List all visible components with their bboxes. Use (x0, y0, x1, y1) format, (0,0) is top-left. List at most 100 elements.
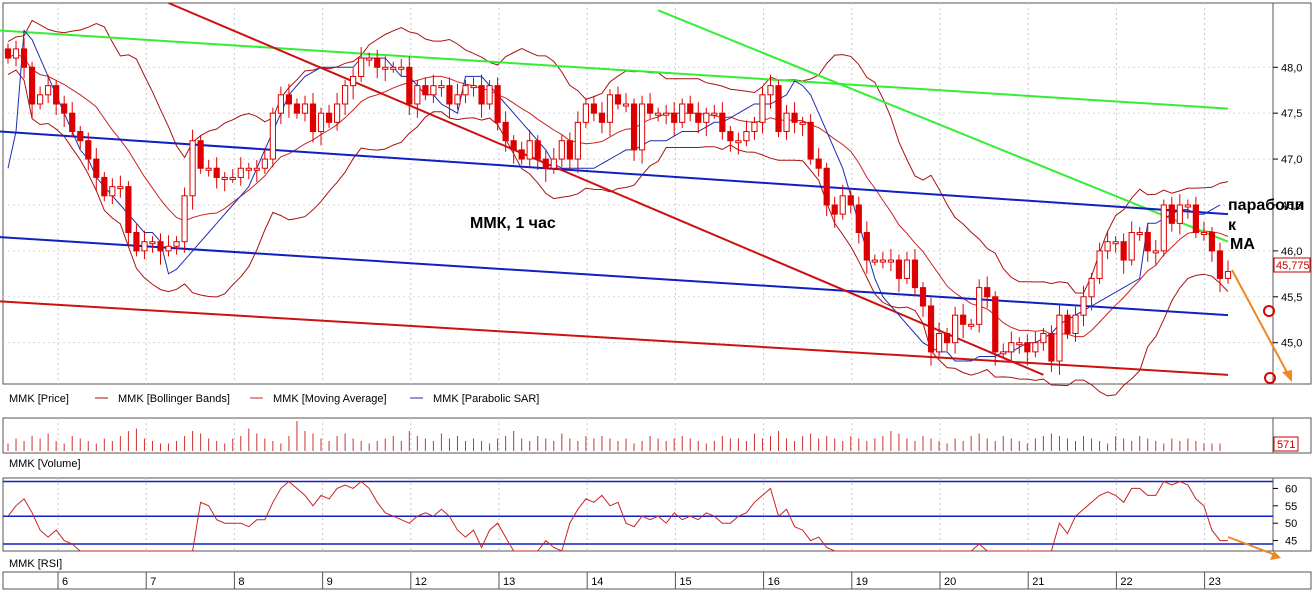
candle-body (1032, 342, 1039, 353)
candle (679, 98, 686, 128)
candle (647, 92, 654, 119)
candle (430, 74, 437, 104)
candle (470, 77, 477, 97)
candle (1136, 227, 1143, 241)
candle-body (333, 103, 341, 123)
candle (855, 196, 862, 244)
candle (863, 221, 870, 274)
candle (823, 162, 830, 216)
candle-body (638, 103, 646, 151)
candle-body (253, 167, 260, 171)
candle (976, 279, 983, 333)
candle (12, 40, 20, 67)
candle-body (984, 287, 991, 298)
candle (285, 83, 293, 118)
candle-body (1064, 314, 1071, 335)
candle (759, 86, 766, 134)
candle (398, 59, 405, 76)
candle-body (1128, 232, 1135, 261)
candle (293, 98, 301, 119)
candle-body (871, 259, 878, 263)
candle-body (759, 94, 766, 123)
chart-title: ММК, 1 час (470, 215, 556, 232)
candle (703, 107, 710, 137)
price-tick-label: 47,0 (1281, 154, 1302, 166)
candle (1040, 327, 1047, 351)
candle-body (727, 131, 734, 142)
candle-body (887, 259, 894, 263)
candle (28, 61, 36, 118)
candle (45, 74, 52, 104)
candle-body (77, 131, 84, 142)
date-tick-label: 8 (238, 576, 244, 588)
candle (510, 135, 517, 164)
candle-body (839, 195, 846, 215)
candle (390, 61, 397, 73)
candle (534, 135, 541, 171)
candle-body (213, 167, 220, 178)
candle-body (663, 112, 670, 116)
date-tick-label: 22 (1120, 576, 1132, 588)
candle-body (229, 176, 236, 180)
date-tick-label: 23 (1209, 576, 1221, 588)
candle-body (4, 48, 12, 59)
candle (221, 171, 228, 192)
annotation-line-2: к (1228, 217, 1237, 234)
candle (1168, 196, 1175, 232)
annotation-line-1: параболи (1228, 197, 1305, 214)
candle (815, 148, 822, 177)
candle-body (911, 259, 919, 289)
candle (927, 297, 935, 366)
candle-body (976, 287, 983, 325)
candle (358, 47, 365, 82)
candle (711, 104, 718, 119)
candle-body (1080, 296, 1087, 316)
candle-body (919, 287, 927, 307)
candle (69, 102, 76, 138)
candle-body (53, 85, 60, 105)
candle-body (117, 186, 124, 190)
candle-body (1152, 250, 1159, 254)
candle (1120, 233, 1127, 274)
candle (382, 56, 389, 82)
candle (743, 120, 750, 147)
candle-body (582, 103, 589, 123)
candle-body (1192, 204, 1199, 234)
candle (1208, 227, 1216, 262)
candle (1016, 337, 1023, 354)
candle-body (574, 121, 581, 160)
candle (173, 236, 180, 255)
candle-body (1144, 232, 1151, 252)
price-legend: MMK [Price] MMK [Bollinger Bands] MMK [M… (9, 393, 539, 405)
candle-body (1096, 250, 1103, 279)
candle (85, 132, 92, 171)
candle (783, 104, 790, 140)
date-axis (2, 571, 1312, 590)
candle-body (703, 112, 710, 123)
candle (839, 184, 846, 220)
date-tick-label: 7 (150, 576, 156, 588)
candle-body (534, 140, 541, 160)
candle-body (1056, 314, 1063, 362)
candle (61, 95, 68, 127)
candle (960, 304, 967, 339)
rsi-tick-label: 55 (1285, 501, 1297, 513)
candle-body (935, 333, 943, 353)
candle (518, 141, 525, 165)
candle-body (422, 85, 429, 96)
candle-body (28, 66, 36, 105)
candle-body (743, 131, 750, 142)
candle (438, 80, 445, 97)
candle (109, 178, 116, 205)
candle (735, 132, 742, 155)
date-tick-label: 19 (856, 576, 868, 588)
candle (895, 254, 903, 293)
candle (229, 169, 236, 183)
candle-body (1208, 232, 1216, 252)
candle-body (1072, 314, 1079, 335)
candle (935, 322, 943, 358)
candle-body (719, 112, 726, 133)
candle-body (1176, 204, 1183, 224)
axis-ticks: 48,0 47,5 47,0 46,5 46,0 45,5 45,0 60 55 50 45 6 7 8 9… (57, 62, 1302, 589)
candle (366, 52, 373, 67)
